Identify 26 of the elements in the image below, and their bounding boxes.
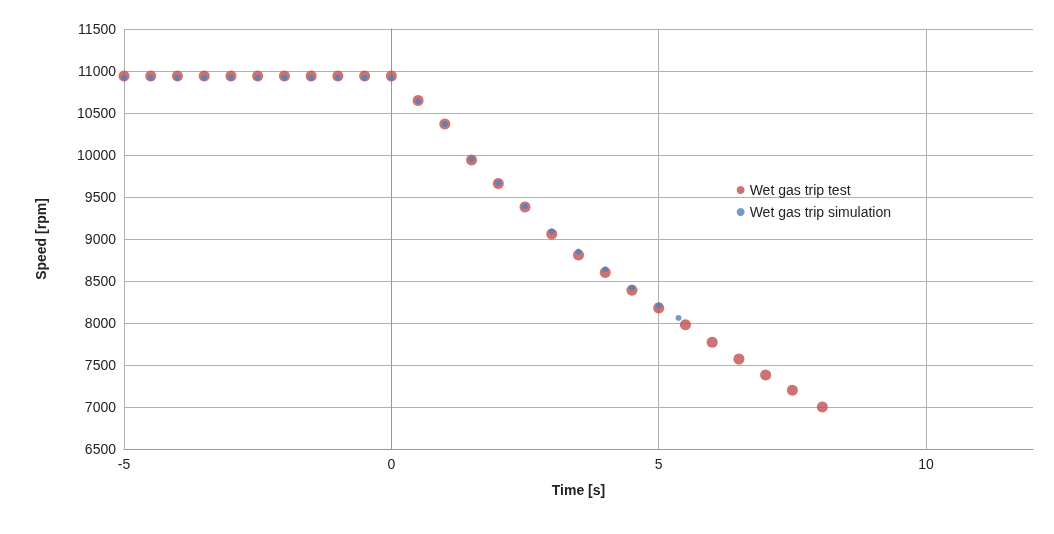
point bbox=[675, 314, 682, 321]
y-axis-title: Speed [rpm] bbox=[33, 198, 49, 280]
point bbox=[760, 369, 772, 381]
y-tick-label: 9000 bbox=[84, 231, 117, 247]
y-tick-label: 10000 bbox=[77, 147, 117, 163]
y-tick-label: 8500 bbox=[84, 273, 117, 289]
x-axis-title: Time [s] bbox=[551, 482, 606, 498]
point bbox=[679, 319, 691, 331]
y-tick-label: 10500 bbox=[77, 105, 117, 121]
x-tick-label: -5 bbox=[117, 456, 131, 472]
point bbox=[706, 336, 718, 348]
point bbox=[733, 353, 745, 365]
point bbox=[786, 384, 798, 396]
y-tick-label: 11000 bbox=[78, 63, 117, 79]
y-tick-label: 7500 bbox=[84, 357, 117, 373]
legend-label: Wet gas trip simulation bbox=[749, 204, 892, 220]
y-tick-label: 9500 bbox=[84, 189, 117, 205]
y-tick-label: 11500 bbox=[78, 21, 117, 37]
x-tick-label: 0 bbox=[387, 456, 396, 472]
point bbox=[816, 401, 828, 413]
x-tick-label: 5 bbox=[654, 456, 663, 472]
y-tick-label: 8000 bbox=[84, 315, 117, 331]
y-tick-label: 7000 bbox=[84, 399, 117, 415]
legend-label: Wet gas trip test bbox=[749, 182, 851, 198]
x-tick-label: 10 bbox=[918, 456, 935, 472]
y-tick-label: 6500 bbox=[84, 441, 117, 457]
